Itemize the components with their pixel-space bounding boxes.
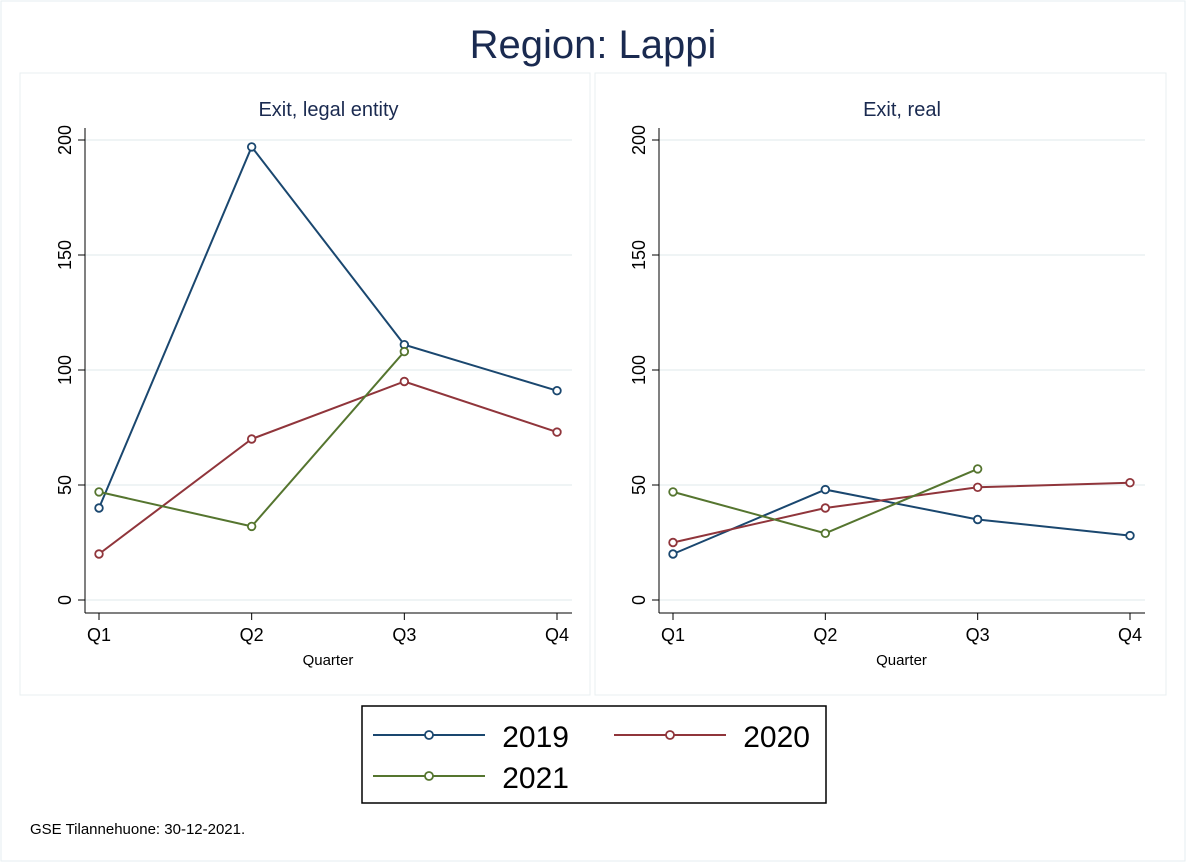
x-axis-label: Quarter xyxy=(303,652,354,669)
chart-title: Region: Lappi xyxy=(470,23,717,67)
data-point-2021 xyxy=(399,346,410,357)
data-point-2020 xyxy=(399,376,410,387)
data-point-2019 xyxy=(668,549,678,559)
data-point-2021 xyxy=(820,528,831,538)
source-note: GSE Tilannehuone: 30-12-2021. xyxy=(30,821,245,838)
data-point-2019 xyxy=(820,484,831,495)
legend-label: 2021 xyxy=(502,762,569,795)
legend-marker-2020 xyxy=(665,730,675,740)
legend-label: 2020 xyxy=(743,721,810,754)
data-point-2019 xyxy=(94,503,104,513)
y-tick-label: 50 xyxy=(629,475,649,495)
data-point-2020 xyxy=(552,427,562,437)
series-line-2019 xyxy=(98,144,558,509)
data-point-2021 xyxy=(94,487,104,497)
data-point-2020 xyxy=(1125,478,1135,488)
legend-marker-2019 xyxy=(424,730,434,740)
data-point-2021 xyxy=(972,464,983,474)
x-tick-label: Q1 xyxy=(87,625,111,645)
legend-box xyxy=(361,705,827,804)
data-point-2019 xyxy=(972,514,983,525)
series-line-2020 xyxy=(98,380,558,555)
y-tick-label: 100 xyxy=(629,355,649,385)
y-tick-label: 50 xyxy=(55,475,75,495)
x-tick-label: Q3 xyxy=(392,625,416,645)
data-point-2019 xyxy=(1125,530,1135,541)
x-tick-label: Q3 xyxy=(966,625,990,645)
y-tick-label: 200 xyxy=(629,125,649,155)
series-line-2019 xyxy=(672,488,1131,555)
data-point-2020 xyxy=(94,549,104,559)
data-point-2020 xyxy=(668,537,678,548)
data-point-2020 xyxy=(246,434,257,444)
data-point-2021 xyxy=(246,521,257,532)
data-point-2020 xyxy=(972,482,983,492)
y-tick-label: 150 xyxy=(55,240,75,270)
legend-label: 2019 xyxy=(502,721,569,754)
x-tick-label: Q2 xyxy=(240,625,264,645)
x-tick-label: Q4 xyxy=(1118,625,1142,645)
data-point-2021 xyxy=(668,487,678,497)
y-tick-label: 200 xyxy=(55,125,75,155)
y-tick-label: 100 xyxy=(55,355,75,385)
x-axis-label: Quarter xyxy=(876,652,927,669)
x-tick-label: Q1 xyxy=(661,625,685,645)
series-line-2020 xyxy=(672,481,1131,544)
data-point-2019 xyxy=(552,386,562,396)
panel-frame xyxy=(19,72,591,696)
panel-title: Exit, legal entity xyxy=(258,99,398,121)
panel-title: Exit, real xyxy=(863,99,941,121)
y-tick-label: 150 xyxy=(629,240,649,270)
data-point-2020 xyxy=(820,503,831,513)
panel-frame xyxy=(594,72,1167,696)
x-tick-label: Q4 xyxy=(545,625,569,645)
data-point-2019 xyxy=(246,142,257,152)
legend-marker-2021 xyxy=(424,771,434,781)
y-tick-label: 0 xyxy=(55,595,75,605)
x-tick-label: Q2 xyxy=(813,625,837,645)
y-tick-label: 0 xyxy=(629,595,649,605)
